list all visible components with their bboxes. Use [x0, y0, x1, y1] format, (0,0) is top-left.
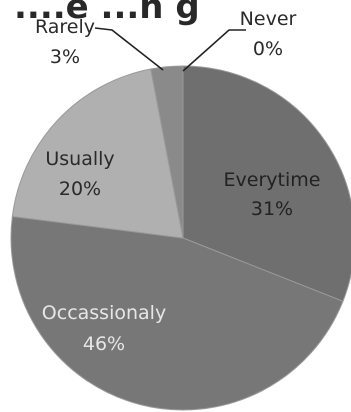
pie-slice-usually	[11, 68, 184, 239]
slice-label-never: Never	[240, 8, 297, 30]
slice-value-occassionaly: 46%	[83, 333, 125, 355]
pie-slice-occassionaly	[10, 215, 344, 411]
slice-value-everytime: 31%	[251, 198, 293, 220]
pie-labels: Everytime 31% Occassionaly 46% Usually 20% Rar…	[35, 8, 320, 355]
pie-slices	[10, 65, 351, 411]
leader-line-rarely	[94, 27, 164, 71]
leader-line-never	[182, 29, 246, 72]
slice-value-usually: 20%	[59, 178, 101, 200]
chart-title-fragment: ....e ...n g	[14, 0, 200, 27]
pie-slice-everytime	[182, 65, 351, 302]
slice-value-never: 0%	[253, 38, 283, 60]
slice-label-occassionaly: Occassionaly	[42, 302, 166, 324]
pie-slice-rarely	[150, 65, 184, 239]
slice-label-rarely: Rarely	[35, 16, 95, 38]
slice-label-usually: Usually	[45, 148, 114, 170]
slice-label-everytime: Everytime	[224, 169, 321, 191]
slice-value-rarely: 3%	[50, 46, 80, 68]
